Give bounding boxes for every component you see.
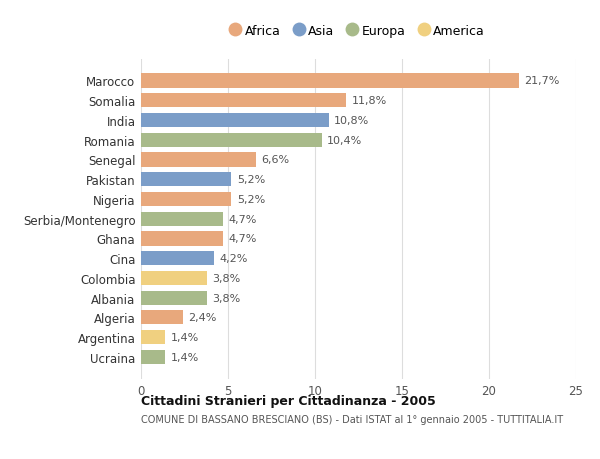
Bar (141, 212, 223, 226)
Bar (141, 252, 214, 266)
Text: Cittadini Stranieri per Cittadinanza - 2005: Cittadini Stranieri per Cittadinanza - 2… (141, 394, 436, 407)
Text: 2,4%: 2,4% (188, 313, 217, 323)
Bar (141, 74, 518, 88)
Bar (141, 173, 232, 187)
Bar (141, 192, 232, 207)
Text: 10,8%: 10,8% (334, 116, 370, 126)
Text: 3,8%: 3,8% (212, 273, 241, 283)
Bar (141, 153, 256, 167)
Text: COMUNE DI BASSANO BRESCIANO (BS) - Dati ISTAT al 1° gennaio 2005 - TUTTITALIA.IT: COMUNE DI BASSANO BRESCIANO (BS) - Dati … (141, 414, 563, 424)
Text: 4,7%: 4,7% (228, 214, 256, 224)
Bar (141, 271, 207, 285)
Bar (141, 113, 329, 128)
Bar (141, 94, 346, 108)
Text: 1,4%: 1,4% (170, 332, 199, 342)
Text: 1,4%: 1,4% (170, 352, 199, 362)
Bar (141, 133, 322, 147)
Text: 5,2%: 5,2% (237, 195, 265, 204)
Text: 5,2%: 5,2% (237, 175, 265, 185)
Bar (141, 291, 207, 305)
Text: 10,4%: 10,4% (327, 135, 362, 146)
Text: 4,2%: 4,2% (220, 253, 248, 263)
Bar (141, 311, 183, 325)
Bar (141, 330, 166, 344)
Text: 11,8%: 11,8% (352, 96, 387, 106)
Text: 4,7%: 4,7% (228, 234, 256, 244)
Bar (141, 350, 166, 364)
Bar (141, 232, 223, 246)
Legend: Africa, Asia, Europa, America: Africa, Asia, Europa, America (229, 21, 488, 42)
Text: 21,7%: 21,7% (524, 76, 559, 86)
Text: 3,8%: 3,8% (212, 293, 241, 303)
Text: 6,6%: 6,6% (261, 155, 289, 165)
